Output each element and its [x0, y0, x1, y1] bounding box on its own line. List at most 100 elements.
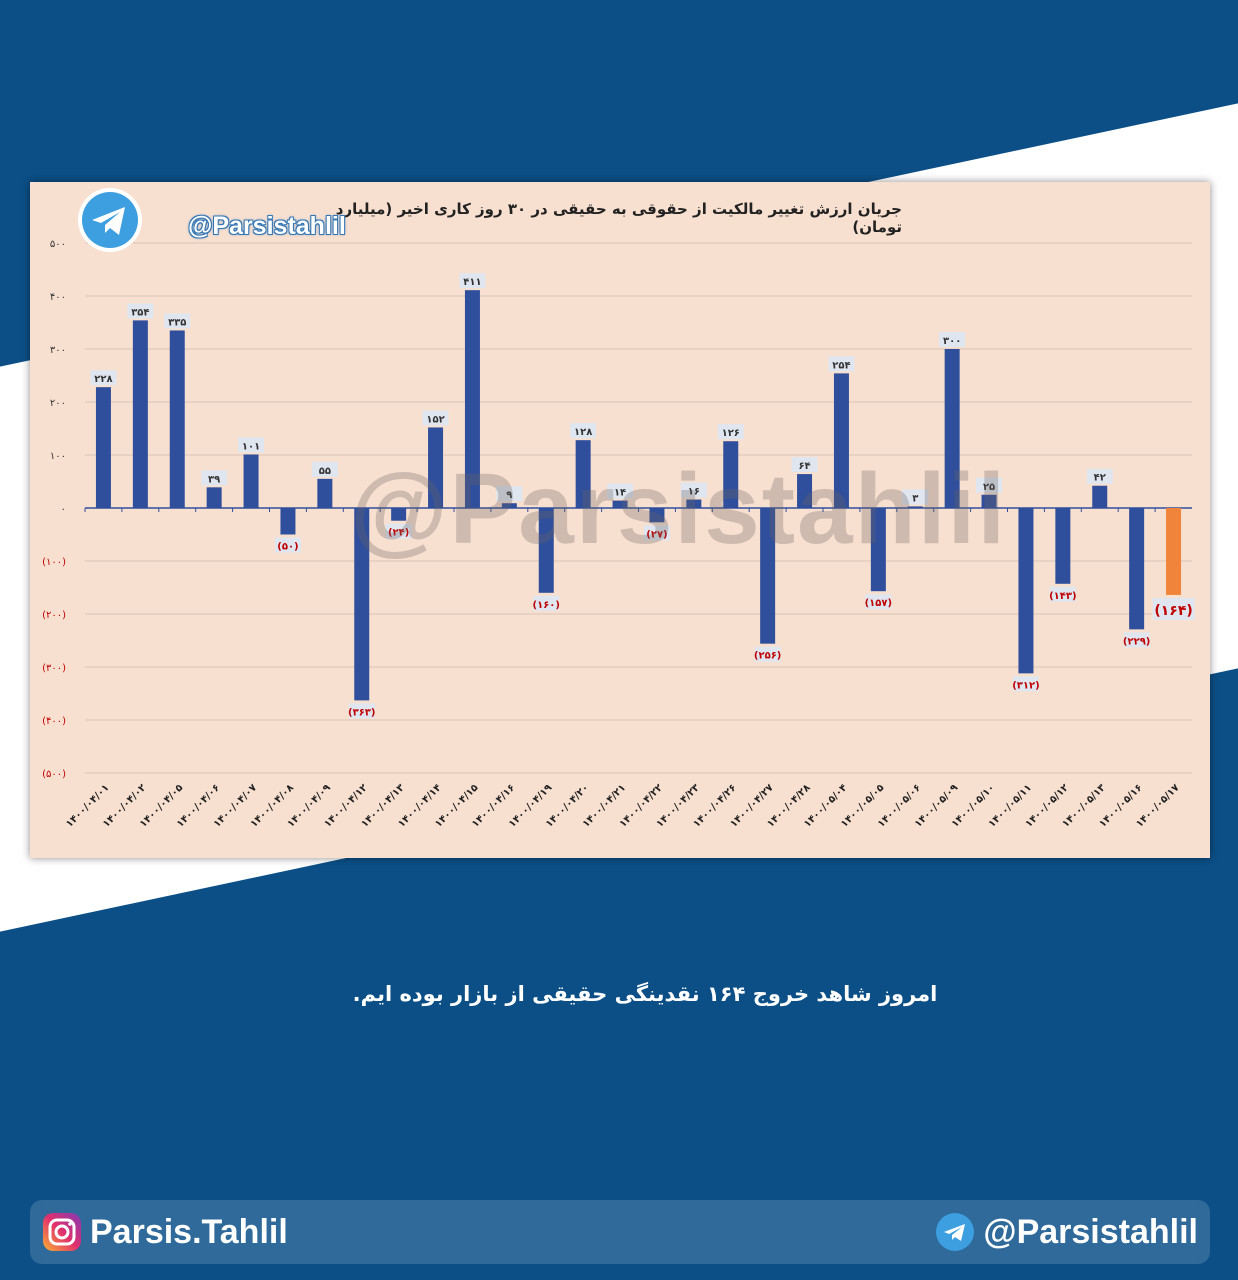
data-label: (۱۴۳): [1049, 591, 1076, 602]
data-label-box: [238, 437, 265, 453]
data-label: ۱۶: [688, 487, 700, 498]
data-label: (۳۶۳): [348, 707, 375, 718]
data-label: ۲۲۸: [94, 374, 112, 385]
bar: [575, 440, 591, 508]
data-label-box: [164, 313, 191, 329]
data-label-box: [680, 482, 707, 498]
bar: [280, 508, 296, 535]
data-label-box: [1152, 597, 1195, 620]
instagram-link[interactable]: Parsis.Tahlil: [42, 1210, 288, 1254]
instagram-handle: Parsis.Tahlil: [90, 1212, 288, 1251]
bar: [1092, 485, 1108, 508]
data-label: ۳: [912, 493, 918, 504]
data-label: ۴۲: [1094, 473, 1106, 484]
telegram-link[interactable]: @Parsistahlil: [935, 1210, 1198, 1254]
y-tick-label: ۳۰۰: [50, 345, 66, 356]
bar: [501, 503, 517, 508]
bar: [1018, 508, 1034, 674]
data-label-box: [201, 470, 228, 486]
data-label: (۲۵۶): [754, 651, 781, 662]
bar: [833, 373, 849, 508]
data-label-box: [496, 486, 523, 502]
data-label: ۱۵۲: [426, 414, 444, 425]
bar: [464, 290, 480, 508]
data-label-box: [385, 523, 412, 539]
bar: [1166, 508, 1182, 595]
y-tick-label: ۰: [61, 504, 66, 515]
telegram-logo-icon: [78, 188, 142, 252]
data-label: ۲۵: [983, 482, 995, 493]
data-label-box: [754, 646, 781, 662]
data-label: (۱۶۴): [1154, 603, 1192, 619]
data-label: (۱۵۷): [865, 598, 892, 609]
chart-card: ۵۰۰ ۴۰۰ ۳۰۰ ۲۰۰ ۱۰۰ ۰ (۱۰۰) (۲۰۰) (۳۰۰) (۴۰۰) (۵۰۰…: [30, 182, 1210, 858]
bar: [907, 506, 923, 508]
data-label-box: [607, 483, 634, 499]
data-label-box: [939, 332, 966, 347]
channel-handle-badge: @Parsistahlil: [188, 212, 346, 240]
data-label: ۳۳۵: [168, 317, 186, 328]
data-label: (۲۲۹): [1123, 636, 1150, 647]
data-label-box: [865, 594, 892, 610]
bar: [206, 487, 222, 508]
data-label-box: [1012, 676, 1039, 692]
y-tick-label: (۲۰۰): [42, 610, 66, 621]
data-label: (۲۷): [646, 529, 667, 540]
telegram-icon: [936, 1213, 975, 1251]
data-label-box: [459, 273, 486, 289]
bar: [391, 508, 407, 521]
bar: [981, 494, 997, 508]
data-label: ۱۴: [614, 488, 626, 499]
footer-bar: Parsis.Tahlil @Parsistahlil: [30, 1200, 1210, 1264]
data-label-box: [422, 410, 449, 426]
data-label: (۵۰): [277, 542, 298, 553]
y-tick-label: (۵۰۰): [42, 769, 66, 780]
bar: [428, 427, 444, 508]
bar: [760, 508, 776, 644]
bar: [95, 387, 111, 508]
data-label: ۳۹: [208, 474, 220, 485]
data-label: ۳۵۴: [131, 307, 149, 318]
bar-chart: ۵۰۰ ۴۰۰ ۳۰۰ ۲۰۰ ۱۰۰ ۰ (۱۰۰) (۲۰۰) (۳۰۰) (۴۰۰) (۵۰۰…: [42, 239, 1195, 830]
bar: [649, 508, 665, 523]
data-label: ۱۰۱: [242, 441, 260, 452]
bar: [132, 320, 148, 508]
instagram-icon: [43, 1213, 81, 1251]
telegram-handle: @Parsistahlil: [983, 1212, 1198, 1251]
data-label-box: [1049, 586, 1076, 602]
data-label-box: [976, 477, 1003, 493]
data-label-box: [274, 537, 301, 553]
data-label-box: [1123, 632, 1150, 648]
bar: [1129, 508, 1145, 630]
data-label-box: [348, 703, 375, 719]
bar: [1055, 508, 1071, 584]
y-tick-label: (۴۰۰): [42, 716, 66, 727]
data-label: (۳۱۲): [1012, 680, 1039, 691]
data-label: ۳۰۰: [943, 336, 961, 347]
data-label-box: [533, 595, 560, 611]
data-label-box: [717, 424, 744, 440]
caption-text: امروز شاهد خروج ۱۶۴ نقدینگی حقیقی از باز…: [352, 982, 938, 1006]
bar: [317, 478, 333, 508]
bar: [612, 500, 628, 508]
y-tick-label: (۳۰۰): [42, 663, 66, 674]
bar: [243, 454, 259, 508]
data-label: ۵۵: [319, 466, 331, 477]
data-label: ۴۱۱: [463, 277, 481, 288]
data-label: ۱۲۶: [722, 428, 740, 439]
data-label-box: [127, 303, 154, 319]
y-tick-label: ۱۰۰: [50, 451, 66, 462]
chart-title: جریان ارزش تغییر مالکیت از حقوقی به حقیق…: [335, 200, 902, 236]
data-label-box: [90, 370, 117, 386]
bar: [686, 499, 702, 508]
data-label-box: [791, 457, 818, 473]
data-label: (۱۶۰): [533, 600, 560, 611]
y-tick-label: (۱۰۰): [42, 557, 66, 568]
data-label: (۲۴): [388, 528, 409, 539]
y-tick-label: ۵۰۰: [50, 239, 66, 250]
bar: [870, 508, 886, 592]
data-label: ۹: [506, 490, 512, 501]
bar: [723, 441, 739, 508]
bar: [944, 349, 960, 508]
bar: [797, 474, 813, 508]
